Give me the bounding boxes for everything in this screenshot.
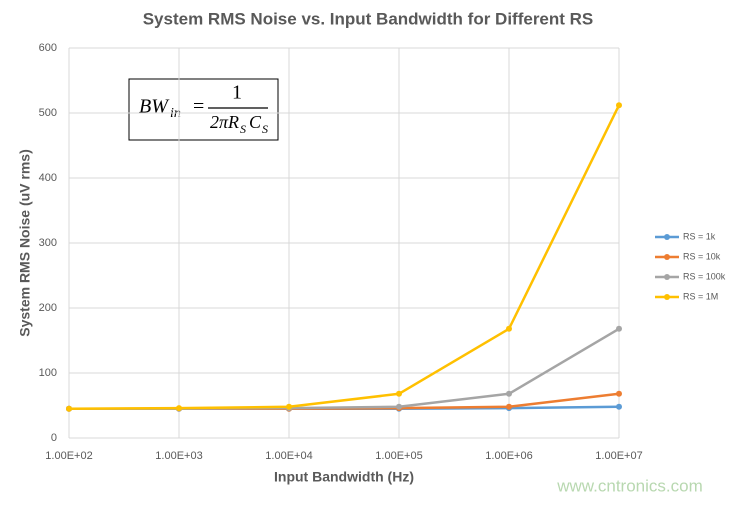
data-point — [616, 390, 622, 397]
data-point — [396, 403, 402, 410]
data-point — [506, 390, 512, 397]
y-tick-label: 200 — [39, 302, 57, 314]
formula-equals: = — [193, 96, 204, 118]
data-point — [506, 325, 512, 332]
legend-marker — [664, 254, 670, 260]
data-point — [66, 405, 72, 412]
y-tick-label: 500 — [39, 107, 57, 119]
y-tick-label: 100 — [39, 367, 57, 379]
data-point — [616, 403, 622, 410]
legend-marker — [664, 234, 670, 240]
series-line — [68, 104, 621, 410]
data-point — [286, 403, 292, 410]
legend-label: RS = 10k — [683, 251, 721, 261]
legend-label: RS = 100k — [683, 271, 726, 281]
grid — [68, 47, 620, 439]
legend-marker — [664, 274, 670, 280]
watermark: www.cntronics.com — [556, 476, 702, 495]
formula: BW in = 1 2πR S C S — [128, 78, 279, 141]
formula-lhs-sub: in — [170, 106, 181, 121]
x-tick-label: 1.00E+03 — [155, 450, 202, 462]
data-point — [176, 405, 182, 412]
data-point — [396, 390, 402, 397]
y-tick-label: 600 — [39, 42, 57, 54]
legend-label: RS = 1k — [683, 231, 716, 241]
legend-marker — [664, 294, 670, 300]
formula-den-a: 2πR — [210, 112, 239, 132]
x-tick-label: 1.00E+07 — [595, 450, 642, 462]
x-tick-label: 1.00E+02 — [45, 450, 92, 462]
y-tick-label: 0 — [51, 432, 57, 444]
formula-lhs: BW — [139, 96, 170, 118]
x-axis-label: Input Bandwidth (Hz) — [274, 469, 414, 485]
formula-box — [128, 78, 279, 141]
formula-den-b: C — [249, 112, 262, 132]
formula-den-sub-a: S — [240, 122, 246, 136]
chart-title: System RMS Noise vs. Input Bandwidth for… — [143, 9, 594, 28]
formula-den-sub-b: S — [262, 122, 268, 136]
data-point — [616, 325, 622, 332]
y-tick-label: 300 — [39, 237, 57, 249]
y-axis-label: System RMS Noise (uV rms) — [17, 149, 33, 337]
y-tick-label: 400 — [39, 172, 57, 184]
x-tick-label: 1.00E+05 — [375, 450, 422, 462]
data-point — [506, 403, 512, 410]
data-point — [616, 102, 622, 109]
x-tick-label: 1.00E+06 — [485, 450, 532, 462]
formula-numerator: 1 — [232, 82, 242, 104]
x-tick-label: 1.00E+04 — [265, 450, 312, 462]
legend-label: RS = 1M — [683, 291, 718, 301]
